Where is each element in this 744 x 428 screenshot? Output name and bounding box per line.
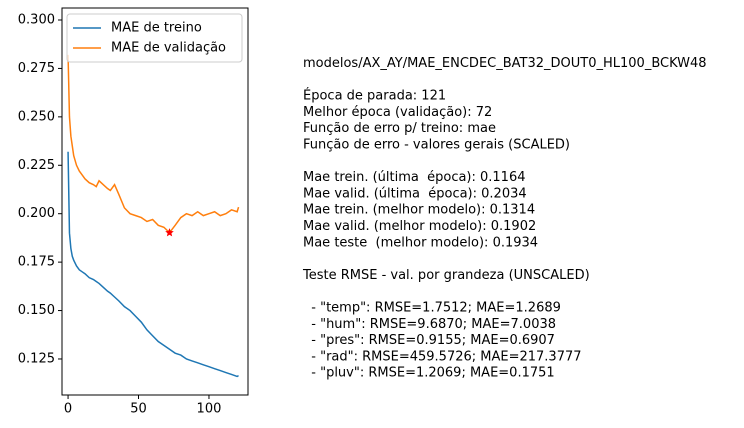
y-tick-label: 0.250 <box>18 109 55 124</box>
y-tick-label: 0.200 <box>18 206 55 221</box>
annotation-line: Mae valid. (última época): 0.2034 <box>303 186 527 201</box>
y-tick-label: 0.275 <box>18 61 55 76</box>
y-tick-label: 0.125 <box>18 351 55 366</box>
legend-box <box>66 13 243 63</box>
annotation-line: Época de parada: 121 <box>303 88 446 104</box>
y-tick-label: 0.150 <box>18 303 55 318</box>
series-line <box>67 54 240 234</box>
annotation-line: - "temp": RMSE=1.7512; MAE=1.2689 <box>303 301 561 316</box>
annotation-line: - "pres": RMSE=0.9155; MAE=0.6907 <box>303 333 555 348</box>
annotation-line: - "rad": RMSE=459.5726; MAE=217.3777 <box>303 349 582 364</box>
annotation-line: Mae teste (melhor modelo): 0.1934 <box>303 235 538 250</box>
annotation-line: Função de erro p/ treino: mae <box>303 121 496 136</box>
x-tick-label: 100 <box>197 402 222 417</box>
annotation-line: - "hum": RMSE=9.6870; MAE=7.0038 <box>303 317 556 332</box>
legend-label: MAE de validação <box>111 41 226 56</box>
y-tick-label: 0.300 <box>18 13 55 28</box>
legend-label: MAE de treino <box>111 21 202 36</box>
series-line <box>67 151 239 378</box>
y-tick-label: 0.225 <box>18 158 55 173</box>
annotation-line: Teste RMSE - val. por grandeza (UNSCALED… <box>302 268 590 283</box>
plot-frame <box>61 7 249 396</box>
y-tick-label: 0.175 <box>18 255 55 270</box>
annotation-line: Função de erro - valores gerais (SCALED) <box>303 138 570 153</box>
annotation-line: modelos/AX_AY/MAE_ENCDEC_BAT32_DOUT0_HL1… <box>303 56 707 71</box>
x-tick-label: 50 <box>130 402 147 417</box>
annotation-line: - "pluv": RMSE=1.2069; MAE=0.1751 <box>303 366 555 381</box>
best-epoch-marker <box>165 228 174 237</box>
annotation-line: Melhor época (validação): 72 <box>303 105 492 120</box>
annotation-line: Mae trein. (última época): 0.1164 <box>303 170 526 185</box>
annotation-line: Mae valid. (melhor modelo): 0.1902 <box>303 219 536 234</box>
x-tick-label: 0 <box>64 402 72 417</box>
annotation-line: Mae trein. (melhor modelo): 0.1314 <box>303 203 535 218</box>
